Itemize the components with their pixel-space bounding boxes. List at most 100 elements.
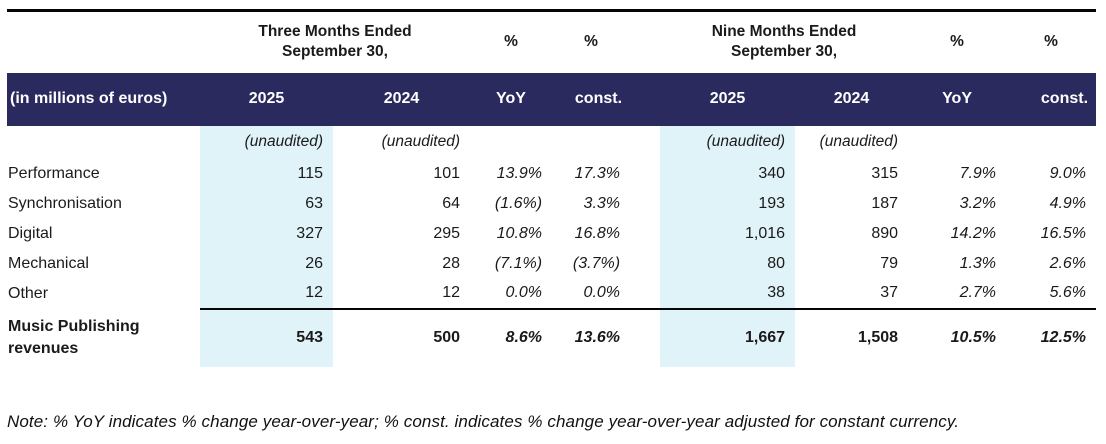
total-cell-value: 543 [200, 307, 333, 367]
spacer-cell [630, 189, 660, 219]
blank-cell [7, 126, 200, 159]
nine-months-group-title: Nine Months Ended September 30, [711, 23, 857, 61]
spacer-cell [630, 279, 660, 309]
cell-value: 13.9% [496, 164, 543, 182]
cell-value: 5.6% [1049, 284, 1087, 301]
three-months-group-title: Three Months Ended September 30, [258, 23, 412, 61]
spacer-cell [630, 72, 661, 126]
footnote: Note: % YoY indicates % change year-over… [7, 411, 960, 431]
cell-value: 1.3% [959, 254, 997, 272]
revenue-table-container: Three Months Ended September 30, % % Nin… [7, 9, 1106, 367]
blank-cell [470, 126, 552, 159]
nine-months-pct-const-header: % [1044, 33, 1058, 51]
cell-value: 9.0% [1049, 164, 1087, 182]
cell-value: 2.7% [959, 284, 997, 301]
column-header-row: (in millions of euros) 2025 2024 YoY con… [7, 72, 1097, 126]
nine-months-pct-yoy-header: % [950, 33, 964, 51]
total-cell-value: 8.6% [470, 307, 553, 367]
cell-value: 12 [442, 284, 461, 301]
cell-value: 14.2% [950, 224, 997, 242]
cell-value: 38 [660, 278, 796, 309]
cell-value: (7.1%) [494, 254, 543, 272]
total-cell-value: 13.6% [552, 307, 631, 367]
cell-value: 7.9% [959, 164, 997, 182]
three-months-const-header: const. [552, 72, 631, 126]
cell-value: 193 [660, 188, 796, 219]
group-header-row: Three Months Ended September 30, % % Nin… [7, 11, 1096, 73]
cell-value: (3.7%) [572, 254, 621, 272]
spacer-cell [630, 126, 660, 159]
table-row-synchronisation: Synchronisation 63 64 (1.6%) 3.3% 193 18… [7, 188, 1096, 219]
cell-value: 327 [200, 218, 333, 249]
table-row-performance: Performance 115 101 13.9% 17.3% 340 315 … [7, 158, 1096, 189]
cell-value: 1,016 [660, 218, 796, 249]
spacer-cell [630, 11, 660, 73]
spacer-cell [630, 159, 660, 189]
cell-value: 115 [200, 158, 333, 189]
three-months-yoy-header: YoY [470, 72, 553, 126]
music-publishing-revenue-table: Three Months Ended September 30, % % Nin… [7, 9, 1097, 367]
cell-value: 12 [200, 278, 333, 309]
cell-value: 187 [871, 194, 899, 212]
total-cell-value: 12.5% [1006, 307, 1097, 367]
three-months-2024-header: 2024 [333, 72, 471, 126]
total-cell-value: 1,508 [795, 307, 909, 367]
nine-months-2025-header: 2025 [660, 72, 796, 126]
cell-value: 295 [433, 224, 461, 242]
unaudited-label: (unaudited) [660, 125, 796, 159]
table-row-mechanical: Mechanical 26 28 (7.1%) (3.7%) 80 79 1.3… [7, 248, 1096, 279]
blank-cell [908, 126, 1006, 159]
total-cell-value: 10.5% [908, 307, 1007, 367]
cell-value: 10.8% [496, 224, 543, 242]
total-cell-value: 500 [333, 307, 471, 367]
spacer-cell [630, 249, 660, 279]
cell-value: 26 [200, 248, 333, 279]
table-row-total-music-publishing: Music Publishing revenues 543 500 8.6% 1… [7, 307, 1097, 367]
row-label: Synchronisation [8, 194, 122, 212]
blank-cell [1006, 126, 1096, 159]
cell-value: 890 [871, 224, 899, 242]
cell-value: 340 [660, 158, 796, 189]
cell-value: 17.3% [574, 164, 621, 182]
unaudited-label: (unaudited) [819, 133, 899, 150]
total-row-label: Music Publishing revenues [8, 317, 140, 357]
nine-months-2024-header: 2024 [795, 72, 909, 126]
blank-cell [552, 126, 630, 159]
spacer-cell [630, 307, 661, 367]
cell-value: 4.9% [1049, 194, 1087, 212]
cell-value: 16.5% [1040, 224, 1087, 242]
cell-value: 3.2% [959, 194, 997, 212]
nine-months-yoy-header: YoY [908, 72, 1007, 126]
cell-value: 0.0% [505, 284, 543, 301]
cell-value: 37 [880, 284, 899, 301]
three-months-pct-yoy-header: % [504, 33, 518, 51]
cell-value: 2.6% [1049, 254, 1087, 272]
row-label: Other [8, 284, 49, 302]
table-row-other: Other 12 12 0.0% 0.0% 38 37 2.7% 5.6% [7, 278, 1096, 309]
nine-months-const-header: const. [1006, 72, 1097, 126]
row-label: Performance [8, 164, 100, 182]
cell-value: 315 [871, 164, 899, 182]
cell-value: 63 [200, 188, 333, 219]
three-months-pct-const-header: % [584, 33, 598, 51]
cell-value: 16.8% [574, 224, 621, 242]
unaudited-label: (unaudited) [381, 133, 461, 150]
cell-value: (1.6%) [494, 194, 543, 212]
cell-value: 79 [880, 254, 899, 272]
cell-value: 101 [433, 164, 461, 182]
unaudited-row: (unaudited) (unaudited) (unaudited) (una… [7, 125, 1096, 159]
cell-value: 28 [442, 254, 461, 272]
cell-value: 0.0% [583, 284, 621, 301]
three-months-2025-header: 2025 [200, 72, 333, 126]
unit-label: (in millions of euros) [7, 72, 200, 126]
spacer-cell [630, 219, 660, 249]
total-cell-value: 1,667 [660, 307, 796, 367]
corner-blank-cell [7, 11, 200, 73]
unaudited-label: (unaudited) [200, 125, 333, 159]
table-row-digital: Digital 327 295 10.8% 16.8% 1,016 890 14… [7, 218, 1096, 249]
cell-value: 80 [660, 248, 796, 279]
cell-value: 3.3% [583, 194, 621, 212]
row-label: Digital [8, 224, 53, 242]
cell-value: 64 [442, 194, 461, 212]
row-label: Mechanical [8, 254, 89, 272]
